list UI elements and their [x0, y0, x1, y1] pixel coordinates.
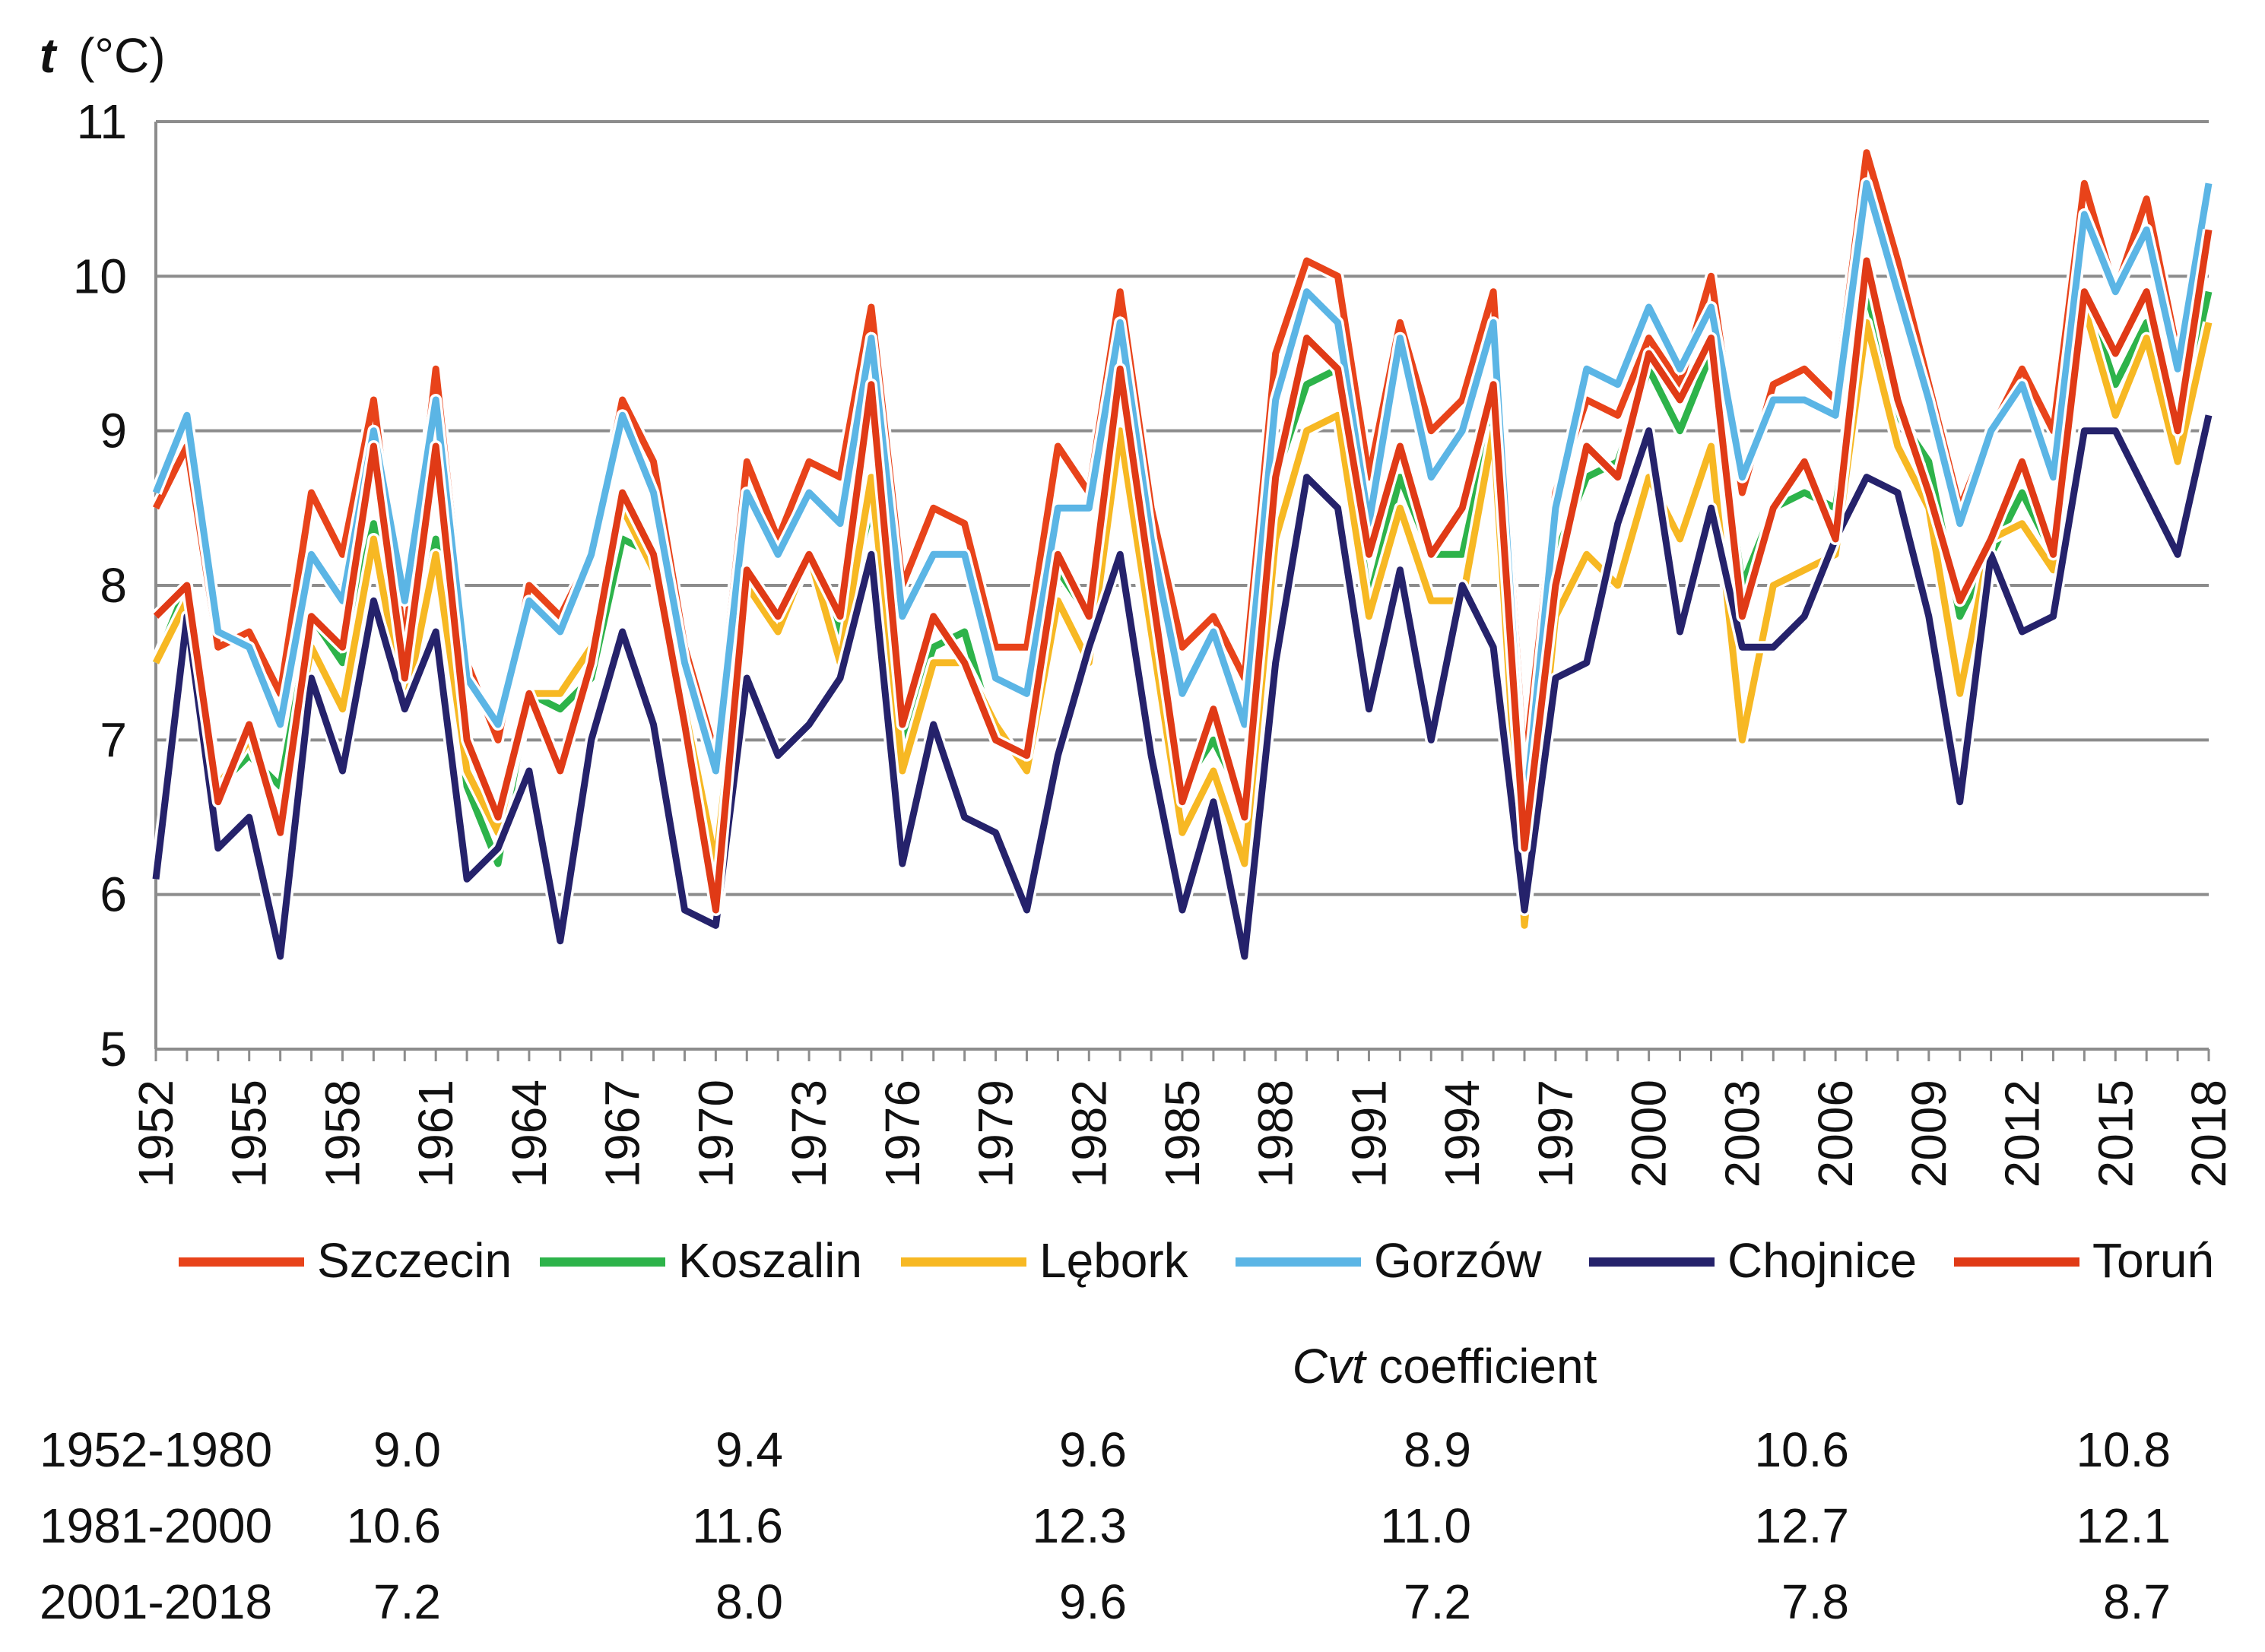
- x-tick-label: 1958: [315, 1080, 370, 1187]
- x-tick-label: 1985: [1155, 1080, 1210, 1187]
- series-line-szczecin: [152, 149, 2213, 775]
- cvt-value: 9.0: [373, 1422, 441, 1477]
- y-axis-symbol: t: [40, 28, 58, 83]
- x-tick-label: 1961: [408, 1080, 463, 1187]
- cvt-value: 7.8: [1781, 1574, 1849, 1629]
- x-tick-label: 1976: [875, 1080, 930, 1187]
- x-tick-label: 2006: [1808, 1080, 1863, 1187]
- cvt-row: 1952-1980 9.0 9.4 9.6 8.9 10.6 10.8: [0, 1422, 2265, 1482]
- series-line-chojnice: [152, 414, 2213, 960]
- cvt-row: 2001-2018 7.2 8.0 9.6 7.2 7.8 8.7: [0, 1574, 2265, 1635]
- x-tick-label: 2015: [2088, 1080, 2143, 1187]
- cvt-title: Cvt coefficient: [760, 1338, 2129, 1394]
- cvt-value: 9.6: [1059, 1422, 1127, 1477]
- cvt-row: 1981-2000 10.6 11.6 12.3 11.0 12.7 12.1: [0, 1498, 2265, 1558]
- cvt-value: 10.6: [1754, 1422, 1849, 1477]
- cvt-value: 10.6: [346, 1498, 441, 1553]
- x-tick-label: 1988: [1248, 1080, 1303, 1187]
- y-tick-label: 8: [100, 558, 127, 613]
- x-tick-label: 1997: [1528, 1080, 1583, 1187]
- cvt-title-text: coefficient: [1378, 1339, 1597, 1394]
- y-tick-labels: 5 6 7 8 9 10 11: [73, 94, 127, 1076]
- y-tick-label: 9: [100, 404, 127, 458]
- x-tick-label: 2018: [2181, 1080, 2236, 1187]
- cvt-period: 1981-2000: [40, 1498, 273, 1553]
- y-tick-label: 11: [77, 94, 127, 149]
- x-tick-label: 2012: [1995, 1080, 2050, 1187]
- x-tick-label: 2003: [1715, 1080, 1769, 1187]
- legend-label: Gorzów: [1374, 1233, 1542, 1288]
- x-tick-label: 1994: [1435, 1080, 1489, 1187]
- y-tick-label: 6: [100, 867, 127, 922]
- y-axis-title: t (°C): [40, 28, 166, 83]
- cvt-coefficient-table: Cvt coefficient 1952-1980 9.0 9.4 9.6 8.…: [0, 1338, 2265, 1642]
- cvt-value: 8.7: [2103, 1574, 2171, 1629]
- cvt-value: 8.0: [715, 1574, 783, 1629]
- cvt-value: 7.2: [1404, 1574, 1471, 1629]
- cvt-value: 12.1: [2076, 1498, 2171, 1553]
- legend-label: Szczecin: [317, 1233, 512, 1288]
- y-tick-label: 5: [100, 1022, 127, 1076]
- y-axis-unit: (°C): [78, 28, 165, 83]
- y-tick-label: 10: [73, 249, 127, 303]
- cvt-period: 2001-2018: [40, 1574, 273, 1629]
- legend-label: Lębork: [1039, 1233, 1189, 1288]
- cvt-value: 11.6: [692, 1498, 783, 1553]
- x-tick-label: 1970: [688, 1080, 743, 1187]
- x-tick-label: 1964: [502, 1080, 557, 1187]
- x-tick-label: 1973: [782, 1080, 836, 1187]
- series-line-gorzów: [152, 179, 2213, 821]
- cvt-value: 12.7: [1754, 1498, 1849, 1553]
- cvt-value: 7.2: [373, 1574, 441, 1629]
- x-tick-label: 2009: [1902, 1080, 1956, 1187]
- cvt-value: 8.9: [1404, 1422, 1471, 1477]
- x-tick-label: 1967: [595, 1080, 650, 1187]
- series-lines: [150, 146, 2215, 962]
- legend-label: Koszalin: [678, 1233, 862, 1288]
- x-tick-label: 1955: [222, 1080, 277, 1187]
- cvt-value: 10.8: [2076, 1422, 2171, 1477]
- cvt-value: 9.6: [1059, 1574, 1127, 1629]
- x-tick-labels: 1952 1955 1958 1961 1964 1967 1970 1973 1976 1979…: [128, 1080, 2236, 1187]
- x-tick-label: 1952: [128, 1080, 183, 1187]
- x-tick-label: 2000: [1622, 1080, 1677, 1187]
- cvt-value: 9.4: [715, 1422, 783, 1477]
- legend-label: Chojnice: [1727, 1233, 1917, 1288]
- cvt-period: 1952-1980: [40, 1422, 273, 1477]
- legend: Szczecin Koszalin Lębork Gorzów Chojnice Toru…: [179, 1233, 2214, 1288]
- x-tick-label: 1991: [1341, 1080, 1396, 1187]
- cvt-title-symbol: Cvt: [1292, 1339, 1366, 1394]
- x-tick-label: 1982: [1061, 1080, 1116, 1187]
- cvt-value: 12.3: [1032, 1498, 1127, 1553]
- legend-label: Toruń: [2092, 1233, 2214, 1288]
- x-tick-label: 1979: [969, 1080, 1023, 1187]
- y-tick-label: 7: [100, 712, 127, 767]
- series-line-toruń: [153, 229, 2213, 914]
- cvt-value: 11.0: [1380, 1498, 1471, 1553]
